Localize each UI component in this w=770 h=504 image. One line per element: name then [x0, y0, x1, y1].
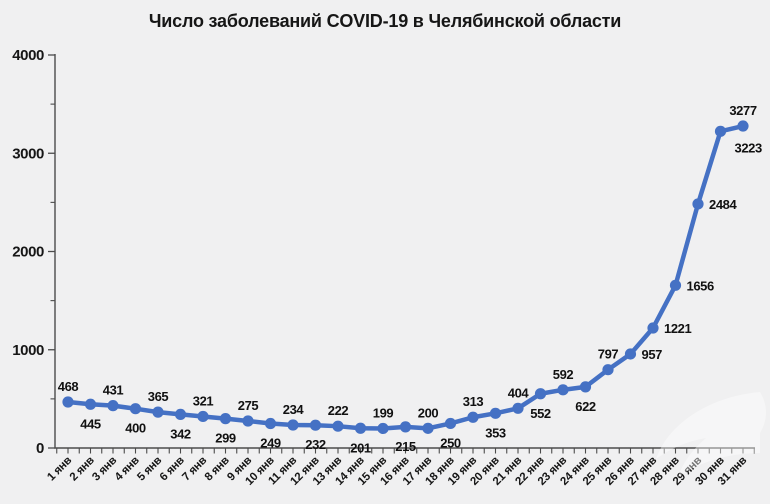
data-point-value-label: 299 — [215, 431, 236, 446]
data-point-marker — [602, 364, 614, 376]
data-point-value-label: 400 — [125, 421, 146, 436]
data-point-marker — [714, 125, 727, 137]
data-point-value-label: 445 — [80, 416, 101, 431]
y-axis-tick-label: 2000 — [12, 244, 44, 261]
data-point-marker — [264, 417, 277, 430]
data-point-marker — [737, 120, 749, 132]
x-axis-tick-label: 3 янв — [90, 454, 119, 483]
data-point-value-label: 797 — [598, 347, 619, 362]
data-point-value-label: 3277 — [729, 103, 756, 118]
data-point-marker — [534, 388, 547, 400]
data-point-value-label: 404 — [508, 385, 530, 400]
x-axis-tick-label: 2 янв — [68, 454, 97, 483]
data-point-marker — [107, 400, 119, 412]
x-axis-tick-label: 5 янв — [135, 454, 164, 483]
data-point-value-label: 431 — [103, 383, 124, 398]
y-axis-tick-label: 1000 — [12, 342, 44, 359]
data-point-value-label: 552 — [530, 406, 551, 421]
chart-title: Число заболеваний COVID-19 в Челябинской… — [148, 11, 622, 31]
data-point-value-label: 199 — [373, 405, 394, 420]
data-point-value-label: 232 — [305, 437, 326, 452]
data-point-marker — [579, 381, 592, 393]
data-point-value-label: 2484 — [709, 197, 737, 212]
data-point-value-label: 365 — [148, 389, 169, 404]
data-point-marker — [624, 348, 637, 360]
data-point-value-label: 592 — [553, 367, 574, 382]
data-point-value-label: 622 — [575, 399, 596, 414]
data-point-value-label: 200 — [418, 405, 439, 420]
data-point-value-label: 222 — [328, 403, 349, 418]
data-point-value-label: 275 — [238, 398, 259, 413]
data-point-value-label: 215 — [395, 439, 416, 454]
x-axis-tick-label: 8 янв — [203, 454, 232, 483]
data-point-value-label: 321 — [193, 393, 214, 408]
data-point-value-label: 1656 — [687, 278, 714, 293]
data-point-marker — [152, 406, 164, 418]
data-point-marker — [512, 402, 524, 414]
data-point-marker — [399, 421, 412, 433]
data-point-marker — [174, 408, 187, 420]
data-point-marker — [332, 420, 344, 432]
data-point-marker — [647, 322, 659, 334]
data-point-value-label: 1221 — [664, 321, 691, 336]
data-point-marker — [422, 422, 434, 434]
data-point-marker — [467, 411, 479, 423]
data-point-marker — [377, 422, 389, 435]
data-point-marker — [197, 410, 209, 423]
data-point-value-label: 957 — [642, 347, 663, 362]
data-point-marker — [84, 398, 97, 410]
data-point-value-label: 342 — [170, 426, 191, 441]
data-point-marker — [692, 198, 704, 210]
y-axis-tick-label: 3000 — [12, 145, 44, 162]
data-point-marker — [354, 422, 367, 434]
data-point-marker — [309, 419, 322, 431]
x-axis-tick-label: 6 янв — [158, 454, 187, 483]
data-point-marker — [287, 419, 299, 431]
data-point-value-label: 201 — [350, 440, 371, 455]
watermark-bird-icon — [656, 392, 766, 477]
series-line — [65, 123, 746, 431]
data-point-value-label: 250 — [440, 435, 461, 450]
data-point-marker — [669, 279, 682, 291]
data-point-value-label: 468 — [58, 379, 79, 394]
data-point-value-label: 313 — [463, 394, 484, 409]
data-point-marker — [219, 413, 232, 425]
data-point-marker — [557, 384, 569, 396]
data-point-marker — [489, 407, 502, 419]
y-axis-tick-label: 4000 — [12, 47, 44, 64]
data-point-value-label: 353 — [485, 425, 506, 440]
data-point-value-label: 249 — [260, 436, 281, 451]
x-axis-tick-label: 1 янв — [45, 454, 74, 483]
x-axis-tick-label: 4 янв — [113, 454, 142, 483]
data-point-marker — [62, 396, 74, 408]
data-point-marker — [444, 417, 457, 430]
x-axis-tick-label: 7 янв — [180, 454, 209, 483]
data-point-marker — [129, 403, 142, 415]
data-point-marker — [242, 415, 254, 427]
y-axis-tick-label: 0 — [36, 440, 44, 457]
data-point-value-label: 3223 — [735, 140, 762, 155]
data-point-value-label: 234 — [283, 402, 305, 417]
